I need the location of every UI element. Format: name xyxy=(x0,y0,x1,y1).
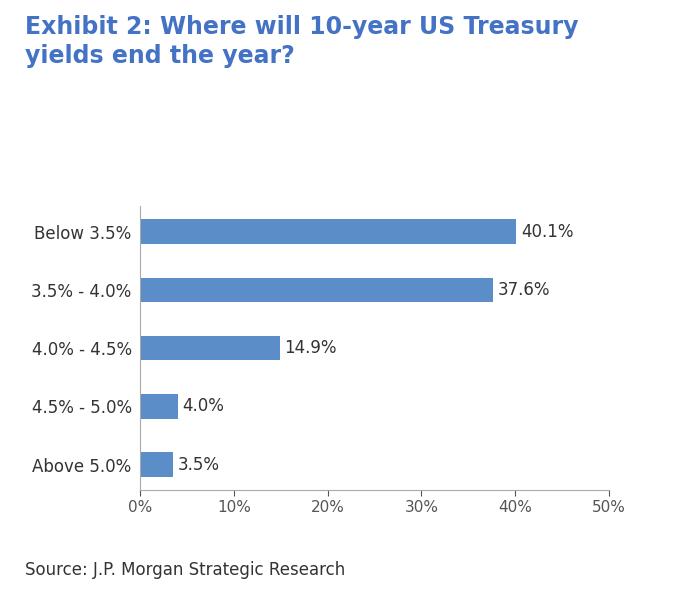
Bar xyxy=(140,336,280,360)
Text: 3.5%: 3.5% xyxy=(178,455,220,474)
Bar xyxy=(140,394,178,418)
Text: 37.6%: 37.6% xyxy=(498,281,550,299)
Bar xyxy=(140,278,493,302)
Bar xyxy=(140,219,516,244)
Text: 14.9%: 14.9% xyxy=(284,339,337,357)
Text: Source: J.P. Morgan Strategic Research: Source: J.P. Morgan Strategic Research xyxy=(25,561,344,579)
Bar xyxy=(140,453,173,477)
Text: Exhibit 2: Where will 10-year US Treasury
yields end the year?: Exhibit 2: Where will 10-year US Treasur… xyxy=(25,15,578,67)
Text: 4.0%: 4.0% xyxy=(182,397,224,415)
Text: 40.1%: 40.1% xyxy=(521,222,573,241)
